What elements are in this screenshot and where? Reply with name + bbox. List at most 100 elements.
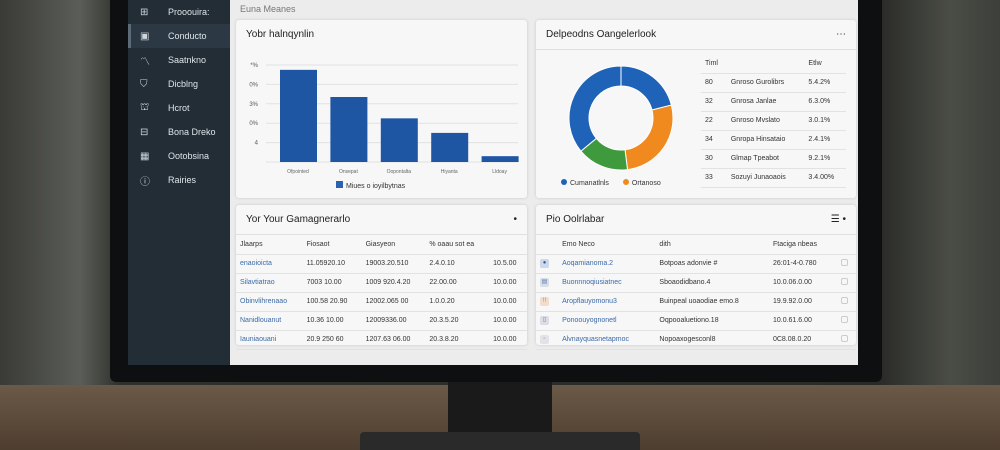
item-link[interactable]: Alvnayquasnetapmoc — [558, 330, 656, 350]
column-header[interactable] — [536, 235, 559, 255]
record-link[interactable]: Silavtiatrao — [236, 273, 303, 293]
cell: 80 — [701, 73, 727, 93]
x-tick-label: Lldoay — [492, 169, 507, 175]
donut-slice[interactable] — [624, 104, 674, 171]
chart-legend: Miues o ioyilbytnas — [336, 181, 405, 190]
table-row[interactable]: 22 Gnroso Mvslato 3.0.1% — [701, 111, 846, 131]
donut-chart-card: Delpeodns Oangelerlook ⋯ Cumanatlnls Ortan… — [536, 20, 856, 198]
item-link[interactable]: Buonnnoqiusiatnec — [558, 273, 656, 293]
record-link[interactable]: Obinvlihrenaao — [236, 292, 303, 312]
table-row[interactable]: Obinvlihrenaao 100.58 20.90 12002.065 00 1.… — [236, 292, 527, 312]
column-header[interactable]: Etlw — [804, 54, 846, 74]
table-row[interactable]: 80 Gnroso Gurolibrs 5.4.2% — [701, 73, 846, 93]
list-item[interactable]: ▤ Buonnnoqiusiatnec Sboaodidbano.4 10.0.06.… — [536, 273, 856, 293]
row-checkbox[interactable] — [840, 259, 848, 266]
sidebar-item[interactable]: ▣ Conducto — [128, 24, 230, 48]
cell: 30 — [701, 149, 727, 169]
donut-slice[interactable] — [568, 65, 622, 152]
card-title: Pio Oolrlabar — [546, 214, 605, 225]
card-title: Yobr halnqynlin — [246, 29, 315, 40]
item-value: 10.0.61.6.00 — [768, 311, 837, 331]
table-row[interactable]: 30 Glmap Tpeabot 9.2.1% — [701, 149, 846, 169]
donut-slice[interactable] — [620, 65, 672, 111]
column-header[interactable]: dith — [655, 235, 769, 255]
table-row[interactable]: Silavtiatrao 7003 10.00 1009 920.4.20 22.00… — [236, 273, 527, 293]
record-link[interactable]: Iauniaouani — [236, 330, 303, 350]
column-header[interactable]: Timl — [701, 54, 727, 74]
row-checkbox[interactable] — [840, 316, 848, 323]
sidebar-item[interactable]: 〽 Saatnkno — [128, 48, 230, 72]
column-header[interactable] — [726, 54, 805, 74]
row-checkbox[interactable] — [840, 297, 848, 304]
monitor-stand — [448, 375, 552, 435]
info-icon: ● — [540, 259, 549, 268]
file-icon: ▯ — [540, 316, 549, 325]
legend-swatch — [336, 181, 343, 188]
bar[interactable] — [280, 69, 317, 162]
column-header[interactable]: Fiosaot — [302, 235, 362, 255]
list-item[interactable]: ● Aoqamianoma.2 Botpoas adonvie #26:01-4-0… — [536, 254, 856, 274]
sidebar-item[interactable]: ⊞ Prooouira: — [128, 0, 230, 24]
item-description: Botpoas adonvie # — [655, 254, 769, 274]
item-value: 19.9.92.0.00 — [768, 292, 837, 312]
table-header: Emo Neco dith Ftaciga nbeas — [536, 235, 856, 255]
breadcrumb: Euna Meanes — [240, 4, 296, 14]
item-link[interactable]: Aropflauyomonu3 — [558, 292, 656, 312]
cell: 10.0.00 — [489, 311, 527, 331]
sidebar-item[interactable]: ⓘ Rairies — [128, 168, 230, 192]
column-header[interactable]: % oaau sot ea — [425, 235, 490, 255]
list-item[interactable]: ▫ Alvnayquasnetapmoc Nopoaxogesconl8 0C8.08… — [536, 330, 856, 350]
bar[interactable] — [431, 132, 469, 162]
column-header[interactable]: Giasyeon — [361, 235, 426, 255]
table-row[interactable]: Nanidlouanut 10.36 10.00 12009336.00 20.3.5… — [236, 311, 527, 331]
cell: 3.4.00% — [804, 168, 846, 188]
cell: 100.58 20.90 — [302, 292, 362, 312]
card-menu-button[interactable]: ⋯ — [836, 29, 846, 40]
column-header[interactable] — [489, 235, 527, 255]
table-row[interactable]: Iauniaouani 20.9 250 60 1207.63 06.00 20.3.… — [236, 330, 527, 350]
bar[interactable] — [380, 118, 418, 162]
table-row[interactable]: enaoioicta 11.05920.10 19003.20.510 2.4.0.1… — [236, 254, 527, 274]
x-tick-label: Onsepat — [339, 169, 359, 175]
cell: 10.0.00 — [489, 330, 527, 350]
item-link[interactable]: Aoqamianoma.2 — [558, 254, 656, 274]
cell: 12002.065 00 — [361, 292, 426, 312]
card-menu-button[interactable]: • — [513, 214, 517, 225]
list-item[interactable]: ▯ Ponoouyognonetl Oqpooaluetiono.18 10.0.61… — [536, 311, 856, 331]
list-item[interactable]: !! Aropflauyomonu3 Buinpeal uoaodiae emo.8… — [536, 292, 856, 312]
card-menu-button[interactable]: ☰ • — [830, 214, 846, 225]
column-header[interactable]: Jlaarps — [236, 235, 303, 255]
building-icon: ⛫ — [140, 101, 150, 113]
chart-line-icon: 〽 — [140, 56, 150, 68]
box-icon: ▫ — [540, 335, 549, 344]
legend-item: Cumanatlnls — [561, 179, 609, 187]
table-icon: ⊟ — [140, 126, 149, 138]
sidebar-item[interactable]: ⛫ Hcrot — [128, 96, 230, 120]
item-link[interactable]: Ponoouyognonetl — [558, 311, 656, 331]
bar[interactable] — [330, 97, 368, 162]
row-checkbox[interactable] — [840, 335, 848, 342]
row-checkbox[interactable] — [840, 278, 848, 285]
monitor-base — [360, 432, 640, 450]
bar-chart: 4 0% 3% 0% *% Ofpointed Onsepat Oopontalta Hiyan… — [249, 63, 519, 175]
sidebar-item[interactable]: ⊟ Bona Dreko — [128, 120, 230, 144]
alert-icon: !! — [540, 297, 549, 306]
card-title: Delpeodns Oangelerlook — [546, 29, 657, 40]
table-row[interactable]: 32 Gnrosa Janlae 6.3.0% — [701, 92, 846, 112]
record-link[interactable]: Nanidlouanut — [236, 311, 303, 331]
cell: 10.5.00 — [489, 254, 527, 274]
column-header[interactable] — [836, 235, 856, 255]
table-row[interactable]: 34 Gnropa Hinsataio 2.4.1% — [701, 130, 846, 150]
records-table: Jlaarps Fiosaot Giasyeon% oaau sot ea enaoi… — [236, 235, 527, 350]
sidebar-item[interactable]: ⛉ Dicblng — [128, 72, 230, 96]
record-link[interactable]: enaoioicta — [236, 254, 303, 274]
table-row[interactable]: 33 Sozuyi Junaoaois 3.4.00% — [701, 168, 846, 188]
bar-chart-card: Yobr halnqynlin 4 0% 3% 0% *% Ofpointed Onsepa… — [236, 20, 527, 198]
sidebar-item-label: Rairies — [168, 175, 197, 185]
cell: 2.4.0.10 — [425, 254, 490, 274]
column-header[interactable]: Ftaciga nbeas — [768, 235, 837, 255]
sidebar-item[interactable]: ▦ Ootobsina — [128, 144, 230, 168]
cell: 34 — [701, 130, 727, 150]
column-header[interactable]: Emo Neco — [558, 235, 656, 255]
bar[interactable] — [481, 156, 519, 162]
